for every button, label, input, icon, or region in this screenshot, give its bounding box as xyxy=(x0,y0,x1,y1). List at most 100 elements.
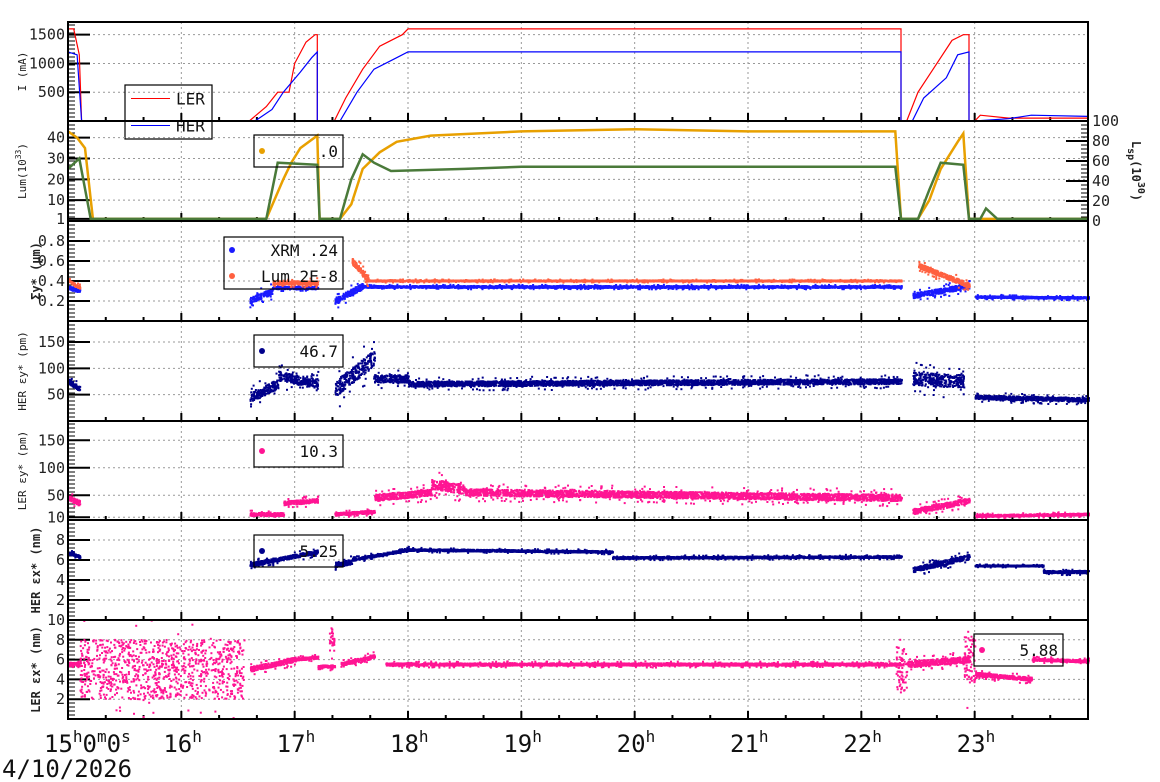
data-point xyxy=(542,286,544,288)
data-point xyxy=(270,292,272,294)
data-point xyxy=(484,287,486,289)
data-point xyxy=(582,286,584,288)
data-point xyxy=(864,285,866,287)
data-point xyxy=(470,288,472,290)
data-point xyxy=(476,285,478,287)
data-point xyxy=(917,293,919,295)
data-point xyxy=(900,285,902,287)
data-point xyxy=(663,286,665,288)
data-point xyxy=(884,286,886,288)
data-point xyxy=(354,289,356,291)
chart-svg: 50010001500I (mA)LERHER110203040Lum(1033… xyxy=(0,0,1160,782)
data-point xyxy=(917,295,919,297)
data-point xyxy=(934,290,936,292)
data-point xyxy=(870,287,872,289)
data-point xyxy=(342,298,344,300)
data-point xyxy=(345,302,347,304)
data-point xyxy=(829,286,831,288)
y-axis-label: I (mA) xyxy=(16,52,29,92)
data-point xyxy=(435,285,437,287)
data-point xyxy=(422,286,424,288)
data-point xyxy=(250,301,252,303)
data-point xyxy=(965,290,967,292)
data-point xyxy=(252,298,254,300)
data-point xyxy=(824,286,826,288)
data-point xyxy=(914,291,916,293)
data-point xyxy=(355,292,357,294)
data-point xyxy=(957,293,959,295)
data-point xyxy=(455,287,457,289)
data-point xyxy=(513,285,515,287)
series-xrm xyxy=(68,280,1090,308)
y-tick-label: 1 xyxy=(56,210,65,228)
data-point xyxy=(637,285,639,287)
data-point xyxy=(661,286,663,288)
data-point xyxy=(928,290,930,292)
data-point xyxy=(532,286,534,288)
data-point xyxy=(391,286,393,288)
data-point xyxy=(457,286,459,288)
data-point xyxy=(816,286,818,288)
y-axis-label-end: ) xyxy=(16,143,29,150)
data-point xyxy=(784,286,786,288)
right-axis-label: Lsp(1030) xyxy=(1125,141,1146,201)
data-point xyxy=(566,286,568,288)
data-point xyxy=(595,284,597,286)
data-point xyxy=(1043,298,1045,300)
data-point xyxy=(658,287,660,289)
data-point xyxy=(821,286,823,288)
data-point xyxy=(522,286,524,288)
data-point xyxy=(338,297,340,299)
data-point xyxy=(691,285,693,287)
data-point xyxy=(351,294,353,296)
data-point xyxy=(802,285,804,287)
data-point xyxy=(77,291,79,293)
data-point xyxy=(378,287,380,289)
right-axis-label-mid: (10 xyxy=(1129,160,1143,182)
accelerator-monitor-chart: 500 1000 1500 I (mA) LER HER 1 10 20 30 40 Lum(1033… xyxy=(0,0,1160,782)
data-point xyxy=(360,286,362,288)
data-point xyxy=(443,287,445,289)
data-point xyxy=(887,285,889,287)
data-point xyxy=(555,286,557,288)
data-point xyxy=(726,286,728,288)
data-point xyxy=(383,286,385,288)
data-point xyxy=(753,287,755,289)
data-point xyxy=(358,285,360,287)
data-point xyxy=(812,286,814,288)
data-point xyxy=(577,285,579,287)
data-point xyxy=(285,286,287,288)
data-point xyxy=(708,288,710,290)
data-point xyxy=(700,286,702,288)
data-point xyxy=(467,287,469,289)
data-point xyxy=(509,286,511,288)
data-point xyxy=(675,287,677,289)
data-point xyxy=(940,292,942,294)
data-point xyxy=(897,286,899,288)
data-point xyxy=(768,286,770,288)
data-point xyxy=(731,286,733,288)
data-point xyxy=(960,290,962,292)
data-point xyxy=(745,288,747,290)
data-point xyxy=(790,285,792,287)
data-point xyxy=(912,295,914,297)
data-point xyxy=(430,287,432,289)
data-point xyxy=(867,287,869,289)
data-point xyxy=(927,292,929,294)
legend-marker xyxy=(259,148,265,154)
data-point xyxy=(838,287,840,289)
data-point xyxy=(703,286,705,288)
data-point xyxy=(529,285,531,287)
data-point xyxy=(257,299,259,301)
data-point xyxy=(948,289,950,291)
data-point xyxy=(252,296,254,298)
right-axis-label-sup: 30 xyxy=(1135,182,1146,194)
data-point xyxy=(588,286,590,288)
data-point xyxy=(946,288,948,290)
data-point xyxy=(605,287,607,289)
data-point xyxy=(600,286,602,288)
legend-label: LER xyxy=(176,90,205,109)
data-point xyxy=(462,286,464,288)
data-point xyxy=(853,285,855,287)
